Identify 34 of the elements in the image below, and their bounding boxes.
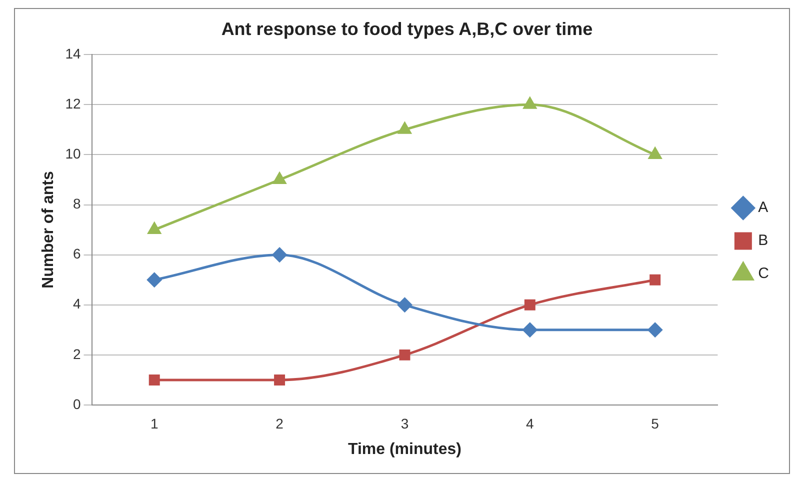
x-tick-label: 4 xyxy=(526,415,534,432)
point xyxy=(148,222,161,234)
point xyxy=(399,349,410,360)
chart-title: Ant response to food types A,B,C over time xyxy=(221,18,593,39)
point xyxy=(148,374,160,386)
y-tick-label: 6 xyxy=(72,246,81,262)
point xyxy=(523,97,536,109)
y-tick-label: 4 xyxy=(72,296,81,312)
y-tick-label: 12 xyxy=(65,96,81,112)
point xyxy=(648,322,662,338)
x-axis-title: Time (minutes) xyxy=(348,440,462,458)
y-tick-label: 2 xyxy=(72,346,81,362)
point xyxy=(524,299,536,310)
legend-label: C xyxy=(758,265,770,282)
legend-label: B xyxy=(758,232,768,250)
y-tick-label: 8 xyxy=(72,196,81,212)
point xyxy=(274,374,286,386)
point xyxy=(397,298,412,312)
point xyxy=(398,122,412,134)
point xyxy=(648,147,662,159)
y-tick-label: 10 xyxy=(65,146,81,162)
y-axis-title: Number of ants xyxy=(40,171,58,288)
legend-label: A xyxy=(758,199,768,216)
point xyxy=(522,322,538,338)
point xyxy=(272,248,287,262)
x-tick-label: 1 xyxy=(150,415,158,432)
y-tick-label: 14 xyxy=(65,45,81,62)
x-tick-label: 5 xyxy=(651,415,660,432)
y-tick-label: 0 xyxy=(72,396,81,412)
point xyxy=(650,274,661,286)
x-tick-label: 3 xyxy=(400,415,409,432)
x-tick-label: 2 xyxy=(276,415,284,432)
point xyxy=(147,272,162,288)
point xyxy=(273,172,286,184)
